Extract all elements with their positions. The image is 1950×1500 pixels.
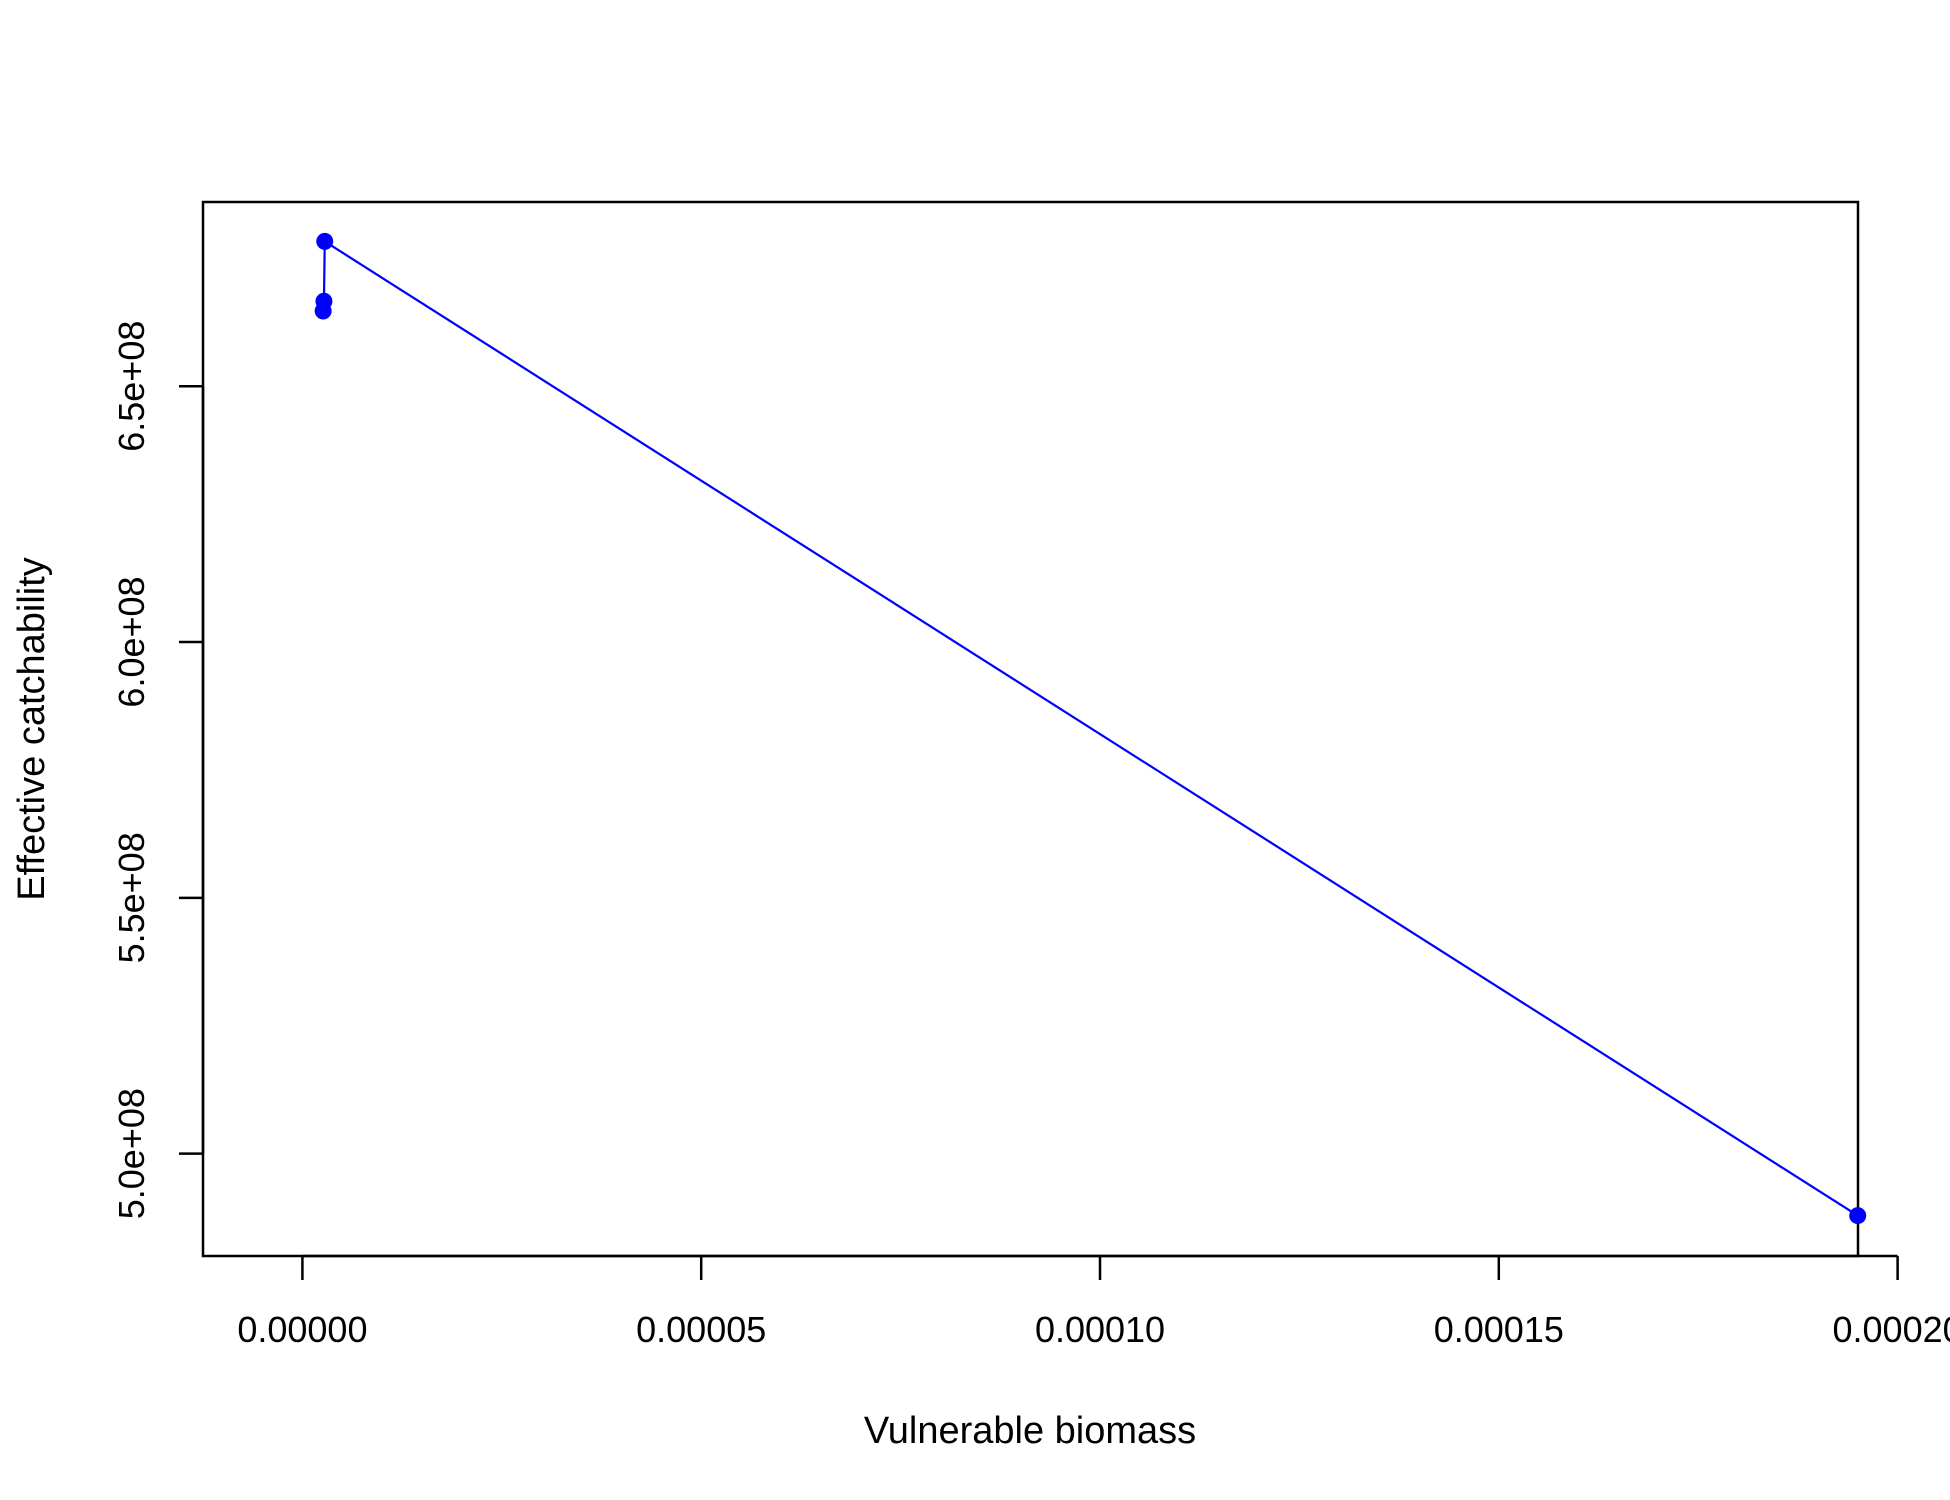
data-point	[315, 292, 333, 310]
x-tick-label: 0.00000	[237, 1309, 367, 1350]
x-tick-label: 0.00020	[1833, 1309, 1950, 1350]
y-tick-label: 5.0e+08	[111, 1088, 152, 1219]
series-line	[322, 239, 1859, 1217]
x-tick-label: 0.00015	[1434, 1309, 1564, 1350]
data-point	[316, 232, 334, 250]
x-axis-label: Vulnerable biomass	[864, 1410, 1196, 1452]
plot-frame	[201, 200, 1860, 1258]
x-axis: 0.00000 0.00005 0.00010 0.00015 0.00020	[237, 1254, 1950, 1350]
series-layer	[314, 232, 1867, 1225]
x-tick-label: 0.00010	[1035, 1309, 1165, 1350]
data-point	[1849, 1207, 1867, 1225]
y-tick-label: 6.0e+08	[111, 576, 152, 707]
x-tick-label: 0.00005	[636, 1309, 766, 1350]
y-tick-label: 5.5e+08	[111, 832, 152, 963]
y-tick-label: 6.5e+08	[111, 321, 152, 452]
y-axis: 5.0e+08 5.5e+08 6.0e+08 6.5e+08	[111, 321, 205, 1219]
y-axis-label: Effective catchability	[11, 557, 53, 901]
